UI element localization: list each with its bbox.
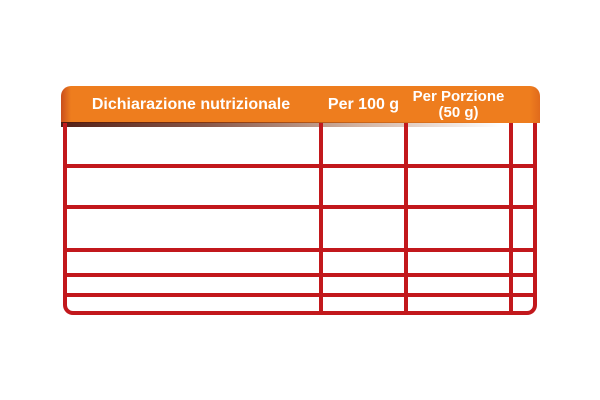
table-cell — [67, 296, 321, 311]
table-cell — [511, 250, 533, 275]
table-cell — [321, 250, 406, 275]
header-cell-spacer — [511, 86, 540, 123]
table-cell — [511, 166, 533, 207]
table-cell — [406, 123, 511, 166]
table-cell — [67, 207, 321, 250]
nutrition-grid — [63, 123, 537, 315]
header-per-porzione-line2: (50 g) — [438, 103, 479, 121]
table-cell — [406, 166, 511, 207]
table-header: Dichiarazione nutrizionale Per 100 g Per… — [61, 86, 540, 123]
table-row — [67, 123, 533, 166]
table-cell — [67, 166, 321, 207]
table-cell — [321, 207, 406, 250]
grid-vline-col3 — [509, 123, 513, 311]
table-row — [67, 296, 533, 311]
grid-hline-row2 — [67, 205, 533, 209]
grid-hline-row4 — [67, 273, 533, 277]
header-cell-per-100g: Per 100 g — [327, 95, 400, 113]
table-row — [67, 250, 533, 275]
grid-hline-row1 — [67, 164, 533, 168]
table-cell — [511, 296, 533, 311]
table-cell — [67, 250, 321, 275]
table-cell — [67, 123, 321, 166]
grid-hline-row3 — [67, 248, 533, 252]
table-cell — [511, 207, 533, 250]
table-cell — [406, 250, 511, 275]
grid-vline-col2 — [404, 123, 408, 311]
grid-hline-row5 — [67, 293, 533, 297]
table-row — [67, 166, 533, 207]
grid-vline-col1 — [319, 123, 323, 311]
table-row — [67, 207, 533, 250]
header-per-porzione-line1: Per Porzione — [412, 87, 505, 105]
table-body — [67, 123, 533, 311]
table-cell — [321, 296, 406, 311]
table-cell — [321, 166, 406, 207]
table-cell — [321, 123, 406, 166]
header-cell-per-porzione: Per Porzione (50 g) — [406, 86, 511, 123]
table-cell — [406, 207, 511, 250]
header-cell-declaration: Dichiarazione nutrizionale — [91, 95, 291, 113]
table-cell — [511, 123, 533, 166]
table-cell — [406, 296, 511, 311]
